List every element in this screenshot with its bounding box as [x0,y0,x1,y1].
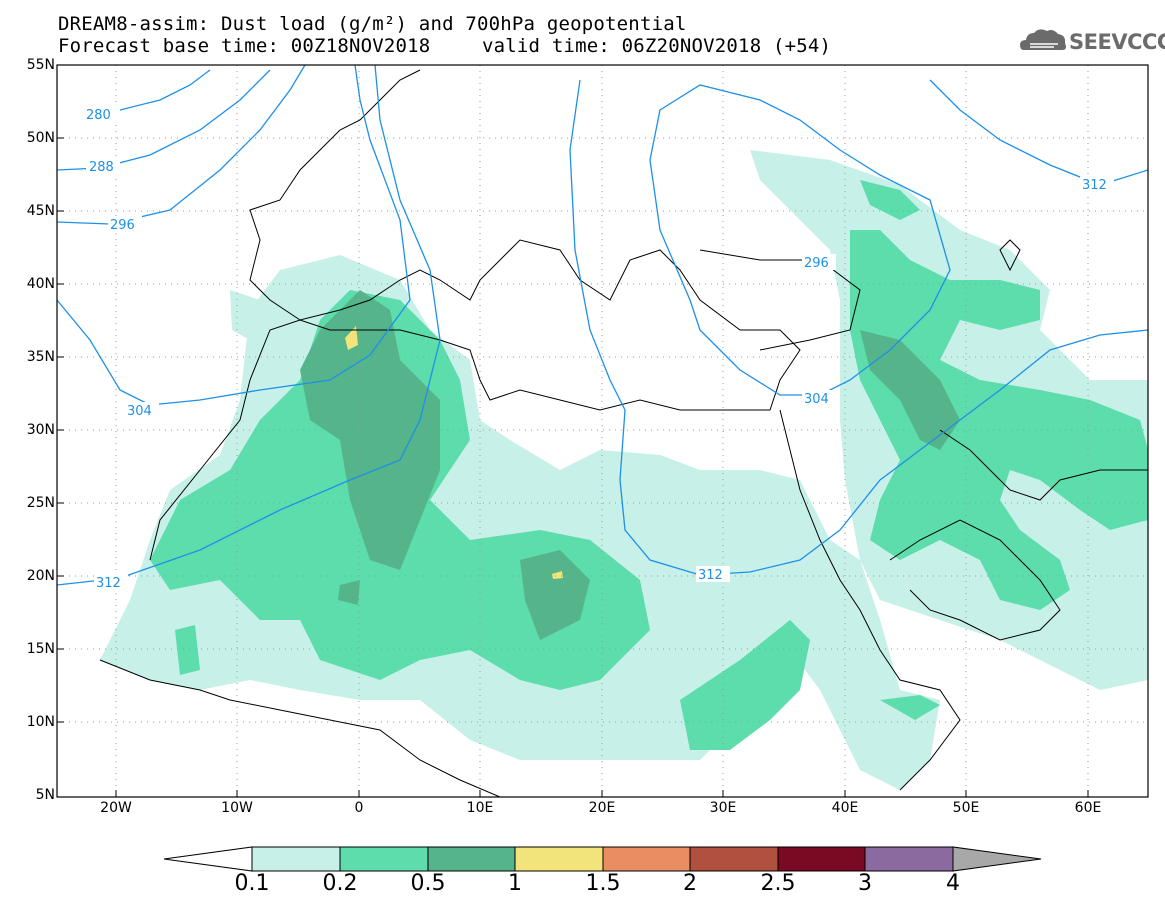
lat-label: 35N [26,349,55,365]
lon-label: 10E [466,800,494,816]
coastlines [99,69,1148,797]
lon-label: 60E [1074,800,1102,816]
colorbar-under-arrow [163,846,253,872]
valid-time: valid time: 06Z20NOV2018 (+54) [482,35,832,57]
lon-label: 50E [952,800,980,816]
lat-label: 15N [26,641,55,657]
contour-label: 304 [127,404,152,419]
colorbar-label: 2 [683,871,697,896]
lat-label: 30N [26,422,55,438]
colorbar-swatch [777,846,866,872]
lat-label: 55N [26,57,55,73]
colorbar-swatch [339,846,429,872]
forecast-base-time: Forecast base time: 00Z18NOV2018 [58,35,431,57]
contour-label: 312 [1082,178,1107,193]
cloud-logo-icon [1020,29,1066,50]
colorbar-label: 3 [858,871,872,896]
lon-label: 20E [588,800,616,816]
lat-label: 40N [26,276,55,292]
lat-label: 25N [26,495,55,511]
contour-label: 296 [110,218,135,233]
lat-label: 50N [26,130,55,146]
colorbar-label: 0.1 [234,871,270,896]
colorbar-swatch [427,846,516,872]
graticule [57,65,1148,797]
contour-label: 296 [804,256,829,271]
axis-ticks [57,137,1089,797]
lat-label: 20N [26,568,55,584]
lon-label: 30E [709,800,737,816]
lat-label: 45N [26,203,55,219]
contour-labels: 280 288 296 304 312 296 304 312 312 [84,106,1114,591]
colorbar-swatch [251,846,341,872]
lat-label: 10N [26,714,55,730]
contour-label: 304 [804,392,829,407]
colorbar-label: 1 [508,871,522,896]
contour-label: 312 [96,576,121,591]
lon-label: 0 [354,800,364,816]
colorbar-swatch [602,846,691,872]
logo-text: SEEVCCC [1069,30,1165,54]
colorbar-label: 1.5 [585,871,621,896]
colorbar-swatch [864,846,954,872]
dust-shading [100,150,1148,790]
lat-label: 5N [35,787,55,803]
contour-label: 288 [89,160,114,175]
colorbar-label: 2.5 [760,871,796,896]
contour-label: 312 [698,568,723,583]
colorbar-swatch [689,846,779,872]
map-title: DREAM8-assim: Dust load (g/m²) and 700hP… [58,13,687,35]
lon-label: 10W [221,800,253,816]
colorbar-label: 0.5 [410,871,446,896]
lon-label: 40E [831,800,859,816]
contour-label: 280 [86,108,111,123]
colorbar-over-arrow [952,846,1042,872]
colorbar-label: 0.2 [322,871,358,896]
colorbar-label: 4 [946,871,960,896]
colorbar [163,846,1042,872]
lon-label: 20W [100,800,132,816]
colorbar-swatch [514,846,604,872]
